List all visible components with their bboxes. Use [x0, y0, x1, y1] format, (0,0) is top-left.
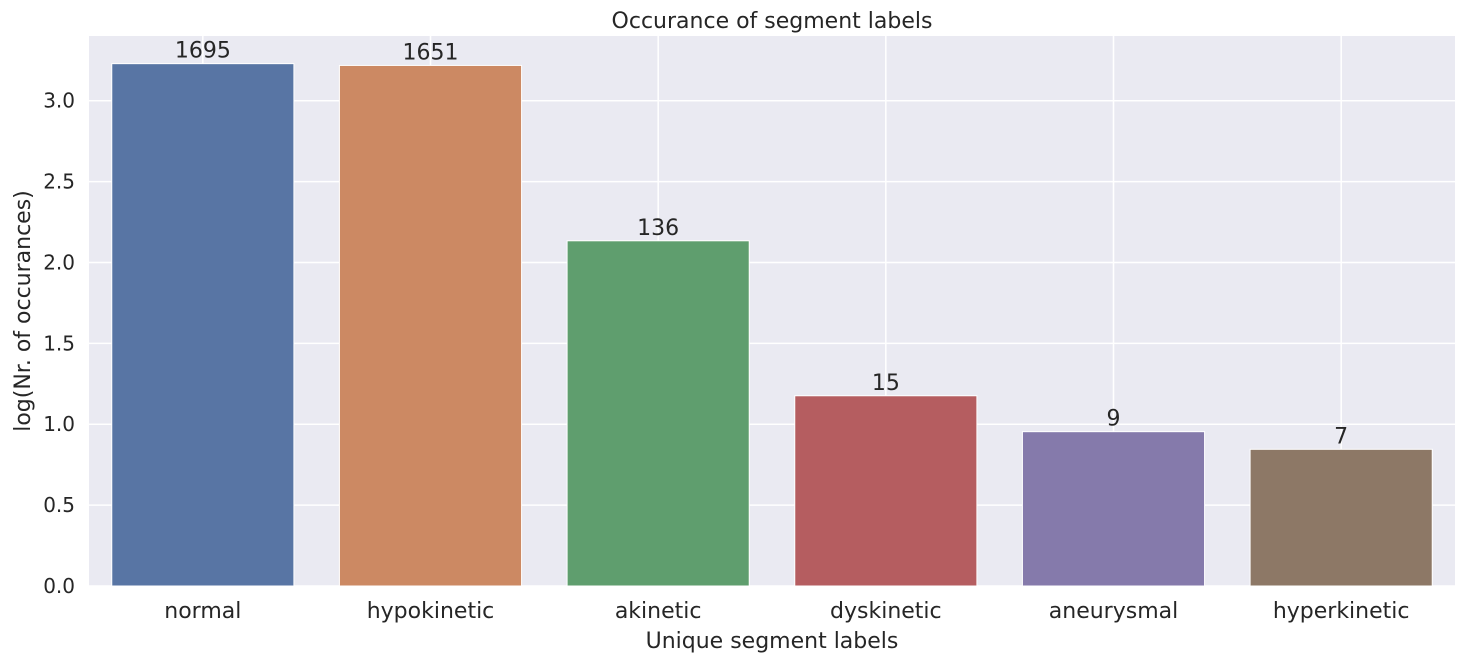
- x-tick-label-akinetic: akinetic: [615, 599, 702, 624]
- bar-hyperkinetic: [1249, 448, 1433, 587]
- y-tick-label: 1.5: [43, 331, 75, 355]
- x-tick-label-normal: normal: [164, 599, 241, 624]
- bar-dyskinetic: [794, 395, 978, 587]
- data-label-dyskinetic: 15: [872, 371, 900, 396]
- y-tick-label: 2.0: [43, 250, 75, 274]
- tick-labels: 0.0 0.5 1.0 1.5 2.0 2.5 3.0 normal hypokinetic ak…: [43, 89, 1409, 624]
- bar-akinetic: [566, 240, 750, 587]
- bar-normal: [111, 63, 295, 587]
- y-tick-label: 0.0: [43, 574, 75, 598]
- data-label-aneurysmal: 9: [1107, 407, 1121, 432]
- chart-title: Occurance of segment labels: [612, 9, 933, 34]
- data-label-hyperkinetic: 7: [1334, 424, 1348, 449]
- bar-aneurysmal: [1021, 431, 1206, 587]
- x-tick-label-aneurysmal: aneurysmal: [1049, 599, 1178, 624]
- y-tick-label: 2.5: [43, 170, 75, 194]
- data-label-normal: 1695: [175, 39, 231, 64]
- y-tick-label: 1.0: [43, 412, 75, 436]
- x-tick-label-hypokinetic: hypokinetic: [367, 599, 495, 624]
- x-tick-label-dyskinetic: dyskinetic: [830, 599, 942, 624]
- data-labels: 1695 1651 136 15 9 7: [175, 39, 1348, 450]
- x-tick-label-hyperkinetic: hyperkinetic: [1273, 599, 1410, 624]
- y-tick-label: 0.5: [43, 493, 75, 517]
- plot-area: [89, 36, 1455, 586]
- y-axis-label: log(Nr. of occurances): [11, 190, 36, 432]
- y-tick-label: 3.0: [43, 89, 75, 113]
- bar-hypokinetic: [338, 64, 523, 587]
- x-axis-label: Unique segment labels: [646, 629, 899, 654]
- data-label-hypokinetic: 1651: [403, 40, 459, 65]
- bars: [111, 63, 1433, 587]
- data-label-akinetic: 136: [637, 216, 679, 241]
